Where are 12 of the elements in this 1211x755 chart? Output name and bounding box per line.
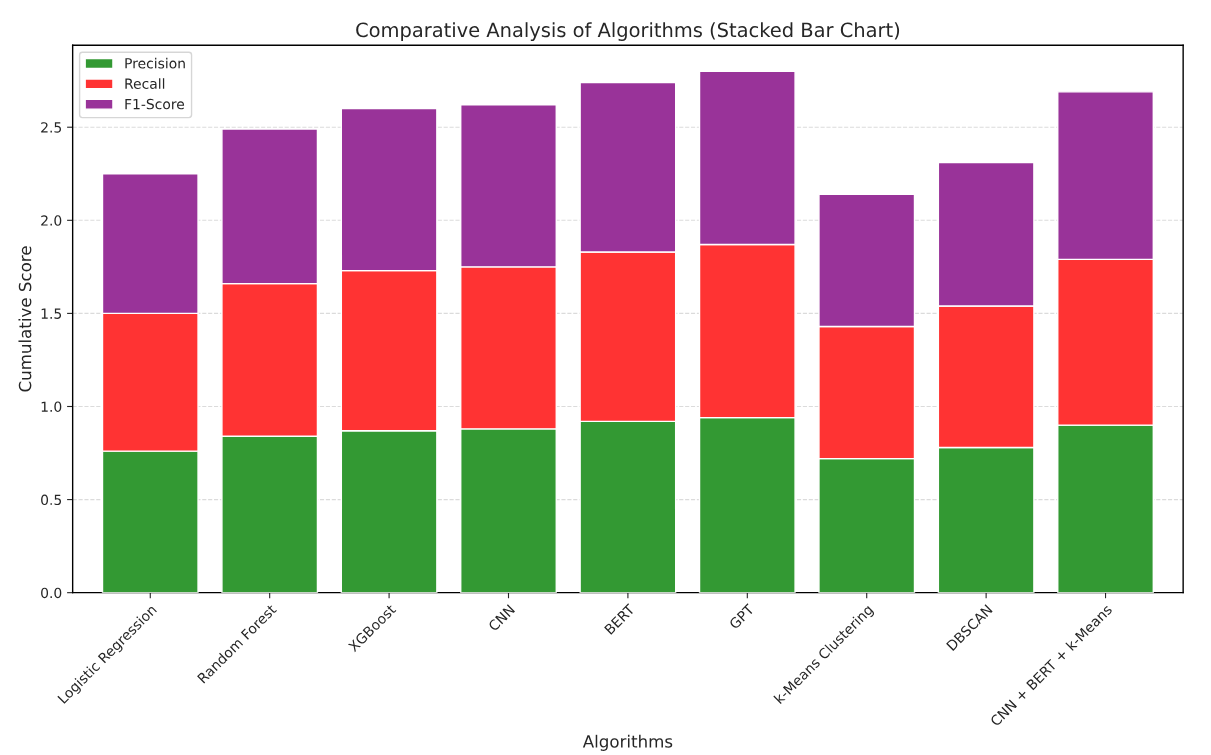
legend-label: Precision [125,57,185,69]
y-tick-label: 2.5 [41,122,62,133]
legend-label: Recall [125,78,165,89]
y-tick-label: 0.0 [41,587,62,599]
y-tick-label: 1.5 [41,308,62,319]
legend-label: F1-Score [125,98,185,110]
y-axis-title: Cumulative Score [18,246,32,392]
y-tick-label: 2.0 [41,215,62,226]
x-axis-title: Algorithms [582,734,673,751]
chart-title: Comparative Analysis of Algorithms (Stacked Bar Chart) [356,22,900,42]
y-tick-label: 1.0 [41,401,62,412]
y-tick-label: 0.5 [41,494,62,506]
